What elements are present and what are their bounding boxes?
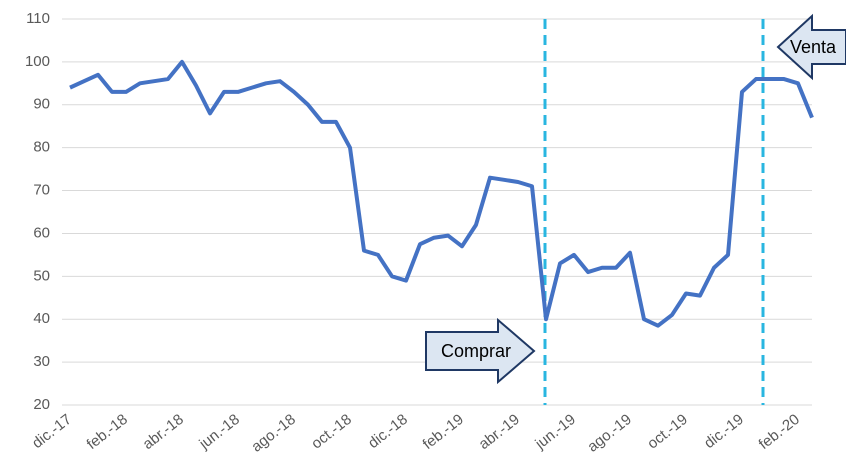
y-tick-label: 50	[33, 267, 50, 284]
x-tick-label: ago.-19	[584, 411, 635, 456]
x-tick-label: dic.-18	[365, 411, 411, 452]
buy-arrow	[425, 317, 536, 385]
x-tick-label: feb.-18	[84, 411, 131, 453]
y-tick-label: 40	[33, 310, 50, 327]
x-tick-label: abr.-19	[476, 411, 523, 453]
y-tick-label: 90	[33, 96, 50, 113]
price-line	[69, 59, 814, 328]
x-tick-label: feb.-19	[420, 411, 467, 453]
x-tick-label: feb.-20	[756, 411, 803, 453]
y-tick-label: 100	[25, 53, 50, 70]
x-tick-label: dic.-17	[29, 411, 75, 452]
buy-label: Comprar	[441, 341, 511, 361]
x-tick-label: ago.-18	[248, 411, 299, 456]
y-tick-label: 70	[33, 182, 50, 199]
x-tick-label: oct.-19	[644, 411, 691, 453]
x-tick-label: abr.-18	[140, 411, 187, 453]
y-tick-label: 80	[33, 139, 50, 156]
y-tick-label: 30	[33, 353, 50, 370]
x-tick-label: dic.-19	[701, 411, 747, 452]
y-tick-label: 110	[26, 10, 50, 27]
sell-label: Venta	[790, 37, 837, 57]
x-tick-label: jun.-19	[532, 411, 579, 453]
x-tick-label: jun.-18	[196, 411, 243, 453]
x-tick-label: oct.-18	[308, 411, 355, 453]
y-tick-label: 60	[33, 224, 50, 241]
sell-arrow	[776, 13, 846, 81]
y-tick-label: 20	[33, 396, 50, 413]
